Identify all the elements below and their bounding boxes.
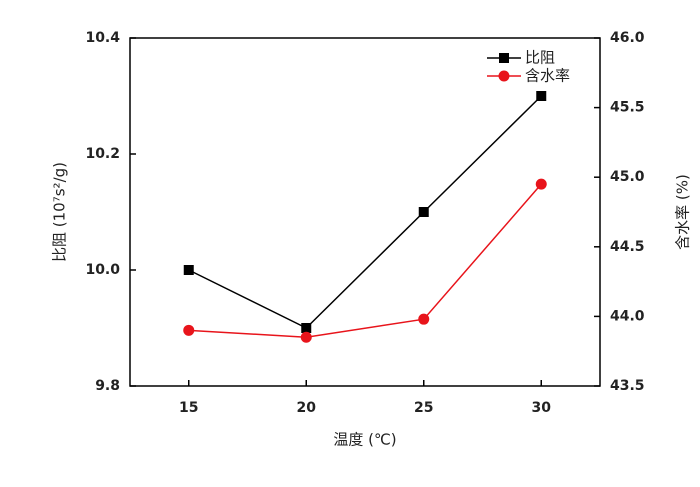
- y2-tick-label: 44.5: [610, 239, 645, 255]
- x-tick-label: 25: [414, 400, 433, 416]
- y2-tick-label: 43.5: [610, 378, 645, 394]
- y2-tick-label: 44.0: [610, 308, 645, 324]
- y2-axis-label: 含水率 (%): [674, 174, 692, 250]
- y-axis-label: 比阻 (10⁷s²/g): [51, 162, 69, 262]
- y2-tick-label: 45.0: [610, 169, 645, 185]
- marker: [183, 324, 195, 336]
- marker: [301, 323, 312, 333]
- y-tick-label: 10.4: [85, 30, 120, 46]
- legend-label: 比阻: [525, 49, 555, 67]
- x-tick-label: 30: [532, 400, 552, 416]
- y-tick-label: 10.2: [85, 146, 120, 162]
- marker: [300, 331, 312, 343]
- marker: [535, 178, 547, 190]
- plot-frame: [129, 37, 601, 387]
- y2-tick-label: 45.5: [610, 100, 645, 116]
- x-tick-label: 20: [297, 400, 317, 416]
- y2-tick-label: 46.0: [610, 30, 645, 46]
- series-line: [188, 183, 542, 339]
- x-axis-label: 温度 (℃): [333, 431, 396, 449]
- legend-marker: [498, 70, 510, 82]
- legend-label: 含水率: [525, 67, 570, 85]
- y-tick-label: 10.0: [85, 262, 120, 278]
- marker: [536, 91, 547, 101]
- marker: [418, 313, 430, 325]
- y-tick-label: 9.8: [95, 378, 120, 394]
- marker: [183, 265, 194, 275]
- x-tick-label: 15: [179, 400, 198, 416]
- series-line: [188, 95, 542, 329]
- marker: [418, 207, 429, 217]
- legend-marker: [499, 53, 509, 63]
